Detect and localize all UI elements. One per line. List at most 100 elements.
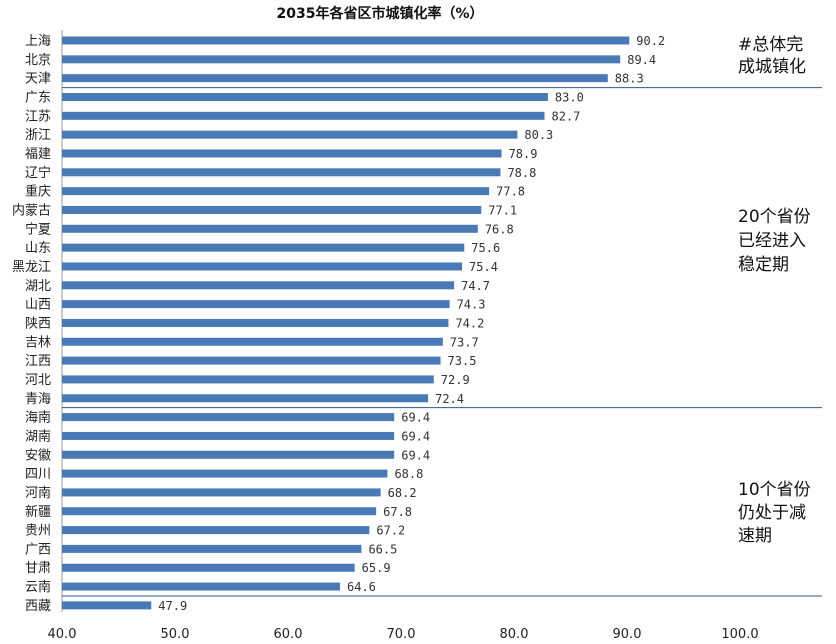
category-label: 西藏 bbox=[25, 599, 51, 614]
value-label: 68.2 bbox=[388, 486, 417, 500]
value-label: 75.6 bbox=[471, 241, 500, 255]
category-label: 广东 bbox=[25, 90, 51, 105]
x-tick-label: 80.0 bbox=[500, 627, 529, 642]
x-tick-label: 70.0 bbox=[387, 627, 416, 642]
value-label: 90.2 bbox=[636, 34, 665, 48]
category-label: 安徽 bbox=[25, 448, 51, 463]
bar bbox=[62, 224, 478, 233]
group-annotation: 10个省份 bbox=[738, 480, 811, 500]
value-label: 80.3 bbox=[524, 128, 553, 142]
category-label: 广西 bbox=[25, 542, 51, 557]
group-annotation: 成城镇化 bbox=[738, 57, 806, 77]
value-label: 67.8 bbox=[383, 505, 412, 519]
bar-layer bbox=[62, 36, 630, 610]
bar bbox=[62, 563, 355, 572]
group-annotation: 速期 bbox=[738, 526, 772, 546]
value-label: 89.4 bbox=[627, 53, 656, 67]
value-label: 88.3 bbox=[615, 72, 644, 86]
value-label: 69.4 bbox=[401, 448, 430, 462]
category-label: 山东 bbox=[25, 241, 51, 256]
value-label: 68.8 bbox=[394, 467, 423, 481]
category-label: 黑龙江 bbox=[12, 260, 51, 275]
value-label: 77.8 bbox=[496, 185, 525, 199]
category-label: 河南 bbox=[25, 485, 51, 501]
bar bbox=[62, 356, 441, 365]
category-label: 福建 bbox=[25, 147, 51, 162]
bar bbox=[62, 469, 388, 478]
category-label: 海南 bbox=[25, 410, 51, 426]
value-label: 76.8 bbox=[485, 222, 514, 236]
bar bbox=[62, 130, 518, 139]
bar bbox=[62, 413, 395, 422]
category-label: 宁夏 bbox=[25, 221, 51, 237]
bar bbox=[62, 243, 465, 252]
category-label: 江西 bbox=[25, 354, 51, 369]
bar bbox=[62, 507, 377, 516]
category-label: 辽宁 bbox=[25, 165, 51, 181]
bar bbox=[62, 36, 630, 45]
value-label: 78.9 bbox=[509, 147, 538, 161]
bar bbox=[62, 74, 608, 83]
category-label: 河北 bbox=[25, 373, 51, 388]
x-tick-label: 40.0 bbox=[48, 627, 77, 642]
value-label: 64.6 bbox=[347, 580, 376, 594]
bar bbox=[62, 55, 621, 64]
value-label: 73.7 bbox=[450, 335, 479, 349]
value-label: 74.7 bbox=[461, 279, 490, 293]
value-label: 47.9 bbox=[158, 599, 187, 613]
bar bbox=[62, 544, 362, 553]
category-label: 上海 bbox=[25, 34, 51, 49]
bar bbox=[62, 318, 449, 327]
category-label: 陕西 bbox=[25, 316, 51, 331]
value-label: 69.4 bbox=[401, 429, 430, 443]
bar bbox=[62, 375, 434, 384]
category-label: 吉林 bbox=[25, 335, 51, 350]
category-label: 湖南 bbox=[25, 428, 51, 444]
bar bbox=[62, 337, 443, 346]
bar bbox=[62, 187, 490, 196]
tick-label-layer: 40.0 50.0 60.0 70.0 80.0 90.0 100.0 bbox=[48, 627, 759, 642]
category-label: 四川 bbox=[25, 467, 51, 482]
bar bbox=[62, 300, 450, 309]
group-annotation: 仍处于减 bbox=[738, 503, 806, 523]
value-label: 66.5 bbox=[368, 542, 397, 556]
value-label: 78.8 bbox=[507, 166, 536, 180]
category-label: 重庆 bbox=[25, 184, 51, 200]
bar bbox=[62, 262, 463, 271]
x-tick-label: 50.0 bbox=[161, 627, 190, 642]
value-label: 69.4 bbox=[401, 411, 430, 425]
group-annotation: 已经进入 bbox=[738, 231, 806, 251]
value-label: 82.7 bbox=[552, 109, 581, 123]
group-annotation: 稳定期 bbox=[738, 255, 789, 275]
value-label: 72.4 bbox=[435, 392, 464, 406]
value-label: 75.4 bbox=[469, 260, 498, 274]
category-label: 新疆 bbox=[25, 504, 51, 520]
value-label: 74.2 bbox=[455, 316, 484, 330]
bar bbox=[62, 281, 455, 290]
group-annotation: 20个省份 bbox=[738, 207, 811, 227]
category-label: 北京 bbox=[25, 53, 51, 68]
category-label: 山西 bbox=[25, 298, 51, 313]
value-label: 83.0 bbox=[555, 90, 584, 104]
bar bbox=[62, 450, 395, 459]
bar bbox=[62, 92, 548, 101]
value-label: 73.5 bbox=[448, 354, 477, 368]
category-label: 天津 bbox=[25, 72, 51, 87]
group-separator-layer bbox=[62, 87, 822, 597]
x-tick-label: 100.0 bbox=[721, 627, 758, 642]
value-label: 72.9 bbox=[441, 373, 470, 387]
bar bbox=[62, 582, 340, 591]
category-label: 江苏 bbox=[25, 108, 51, 124]
bar bbox=[62, 394, 429, 403]
x-tick-label: 60.0 bbox=[274, 627, 303, 642]
bar bbox=[62, 526, 370, 535]
group-annotation: #总体完 bbox=[738, 35, 803, 55]
bar bbox=[62, 205, 482, 214]
category-label: 内蒙古 bbox=[12, 202, 51, 218]
bar bbox=[62, 168, 501, 177]
value-label: 65.9 bbox=[362, 561, 391, 575]
category-label: 云南 bbox=[25, 579, 51, 595]
category-label-layer: 上海北京天津广东江苏浙江福建辽宁重庆内蒙古宁夏山东黑龙江湖北山西陕西吉林江西河北… bbox=[12, 34, 51, 614]
